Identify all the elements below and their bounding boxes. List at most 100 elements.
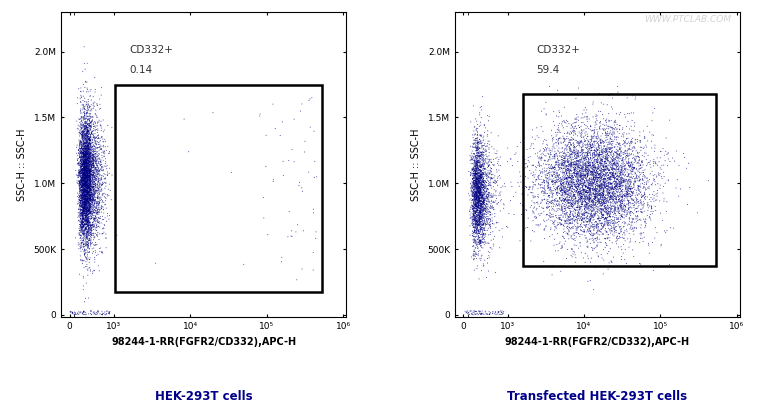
Point bbox=[76, 163, 88, 170]
Point bbox=[78, 173, 90, 179]
Point bbox=[598, 159, 610, 165]
Point bbox=[79, 201, 92, 207]
Point bbox=[78, 186, 90, 193]
Point bbox=[522, 157, 534, 164]
Point bbox=[586, 202, 598, 209]
Point bbox=[475, 214, 487, 220]
Point bbox=[92, 263, 105, 269]
Point bbox=[75, 179, 87, 186]
Point bbox=[83, 142, 95, 149]
Point bbox=[478, 221, 490, 228]
Point bbox=[474, 186, 486, 192]
Point bbox=[578, 188, 590, 194]
Point bbox=[83, 173, 95, 179]
Point bbox=[472, 228, 485, 234]
Point bbox=[89, 182, 101, 188]
Point bbox=[94, 158, 106, 164]
Point bbox=[473, 190, 485, 196]
Point bbox=[561, 149, 573, 155]
Point bbox=[82, 101, 95, 107]
Point bbox=[600, 225, 612, 232]
Point bbox=[545, 200, 557, 207]
Point bbox=[80, 144, 92, 151]
Point bbox=[83, 196, 95, 203]
Point bbox=[476, 220, 488, 226]
Point bbox=[81, 145, 93, 152]
Point bbox=[588, 240, 600, 246]
Point bbox=[581, 243, 594, 249]
Point bbox=[468, 197, 481, 204]
Point bbox=[553, 216, 565, 223]
Point bbox=[581, 168, 593, 175]
Point bbox=[75, 208, 87, 214]
Point bbox=[79, 164, 91, 171]
Point bbox=[85, 134, 97, 140]
Point bbox=[479, 231, 491, 237]
Point bbox=[470, 189, 482, 196]
Point bbox=[76, 202, 89, 208]
Point bbox=[558, 197, 570, 204]
Point bbox=[468, 188, 481, 195]
Point bbox=[633, 154, 645, 160]
Point bbox=[483, 193, 495, 199]
Point bbox=[597, 173, 609, 180]
Point bbox=[553, 195, 565, 201]
Point bbox=[608, 129, 620, 136]
Point bbox=[79, 205, 92, 211]
Point bbox=[543, 187, 555, 194]
Point bbox=[636, 152, 649, 159]
Point bbox=[605, 219, 617, 225]
Point bbox=[608, 225, 620, 231]
Point bbox=[468, 227, 481, 234]
Point bbox=[578, 161, 590, 168]
Point bbox=[78, 146, 90, 152]
Point bbox=[561, 211, 573, 218]
Point bbox=[624, 167, 636, 173]
Point bbox=[569, 164, 581, 171]
Point bbox=[76, 212, 89, 219]
Point bbox=[76, 208, 89, 214]
Point bbox=[605, 189, 617, 195]
Point bbox=[469, 237, 481, 244]
Point bbox=[571, 214, 583, 221]
Point bbox=[73, 184, 85, 190]
Point bbox=[666, 155, 678, 161]
Point bbox=[575, 185, 587, 191]
Point bbox=[475, 214, 488, 221]
Point bbox=[82, 126, 94, 133]
Point bbox=[580, 175, 592, 182]
Point bbox=[576, 179, 588, 186]
Point bbox=[562, 225, 574, 232]
Point bbox=[580, 166, 592, 173]
Point bbox=[474, 177, 486, 184]
Point bbox=[473, 216, 485, 222]
Point bbox=[77, 177, 89, 184]
Point bbox=[83, 195, 95, 201]
Point bbox=[549, 223, 562, 230]
Point bbox=[571, 155, 584, 161]
Point bbox=[599, 209, 611, 215]
Point bbox=[467, 173, 479, 179]
Point bbox=[82, 103, 94, 110]
Point bbox=[73, 193, 85, 199]
Point bbox=[84, 185, 96, 192]
Point bbox=[81, 85, 93, 91]
Point bbox=[589, 218, 601, 225]
Point bbox=[482, 216, 494, 223]
Point bbox=[82, 190, 95, 196]
Point bbox=[559, 158, 571, 164]
Point bbox=[76, 174, 88, 180]
Point bbox=[473, 234, 485, 241]
Point bbox=[488, 179, 500, 186]
Point bbox=[475, 149, 488, 156]
Point bbox=[586, 138, 598, 144]
Point bbox=[577, 128, 589, 134]
Point bbox=[487, 205, 499, 212]
Point bbox=[79, 153, 92, 160]
Point bbox=[467, 201, 479, 208]
Point bbox=[551, 173, 563, 179]
Point bbox=[85, 141, 97, 148]
Point bbox=[541, 175, 553, 181]
Point bbox=[83, 182, 95, 189]
Point bbox=[81, 189, 93, 195]
